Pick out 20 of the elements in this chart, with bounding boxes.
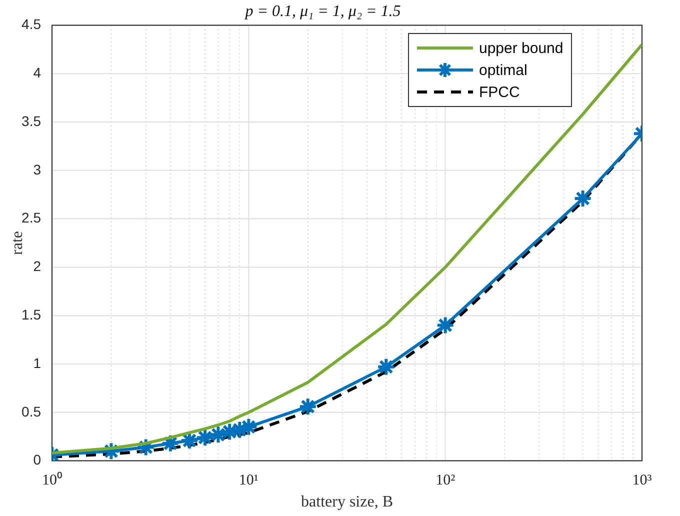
y-tick-label: 1.5: [22, 306, 42, 322]
y-tick-label: 0: [33, 452, 42, 468]
chart-title: p = 0.1, μ₁ = 1, μ₂ = 1.5: [244, 2, 401, 20]
y-tick-label: 3.5: [22, 112, 42, 129]
y-tick-label: 0.5: [22, 403, 42, 420]
y-tick-label: 4.5: [22, 16, 42, 32]
legend-label: FPCC: [479, 84, 520, 101]
y-tick-label: 4: [33, 64, 42, 80]
y-tick-label: 2: [33, 258, 42, 274]
x-tick-label: 10²: [436, 472, 456, 489]
y-tick-label: 2.5: [22, 210, 42, 226]
y-tick-label: 1: [33, 354, 42, 371]
x-tick-label: 10⁰: [42, 472, 62, 489]
y-axis-title: rate: [8, 231, 26, 255]
legend-label: optimal: [479, 62, 528, 79]
y-tick-label: 3: [33, 161, 42, 178]
x-tick-label: 10¹: [238, 472, 258, 489]
x-tick-label: 10³: [632, 472, 652, 489]
x-axis-title: battery size, B: [301, 494, 393, 511]
legend-label: upper bound: [479, 40, 564, 57]
